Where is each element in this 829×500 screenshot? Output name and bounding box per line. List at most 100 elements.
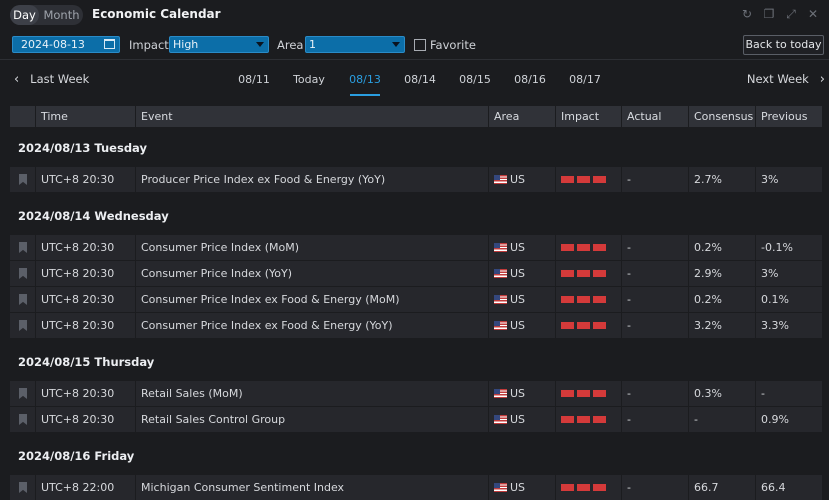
area-text: US bbox=[510, 293, 526, 306]
area-cell: US bbox=[488, 407, 555, 432]
table-row[interactable]: UTC+8 20:30 Consumer Price Index ex Food … bbox=[10, 287, 822, 312]
window-controls: ↻ ❐ ⤢ ✕ bbox=[739, 6, 821, 22]
impact-select-value: High bbox=[173, 38, 199, 51]
next-week-button[interactable]: Next Week › bbox=[747, 72, 825, 87]
week-navigation: ‹ Last Week 08/11 Today 08/13 08/14 08/1… bbox=[0, 61, 829, 97]
bookmark-icon[interactable] bbox=[19, 320, 27, 331]
area-cell: US bbox=[488, 381, 555, 406]
next-week-label: Next Week bbox=[746, 72, 809, 86]
table-row[interactable]: UTC+8 20:30 Retail Sales (MoM) US -0.3% - bbox=[10, 381, 822, 406]
us-flag-icon bbox=[494, 269, 507, 278]
impact-bars-icon bbox=[561, 176, 606, 183]
area-text: US bbox=[510, 387, 526, 400]
date-group-header: 2024/08/14 Wednesday bbox=[10, 195, 822, 233]
time-cell: UTC+8 20:30 bbox=[35, 381, 135, 406]
title-bar: Day Month Economic Calendar ↻ ❐ ⤢ ✕ bbox=[0, 0, 829, 31]
active-tab-underline bbox=[350, 94, 380, 96]
app-title: Economic Calendar bbox=[92, 7, 221, 21]
previous-cell: 3% bbox=[755, 167, 822, 192]
time-cell: UTC+8 22:00 bbox=[35, 475, 135, 500]
previous-cell: 3.3% bbox=[755, 313, 822, 338]
area-text: US bbox=[510, 413, 526, 426]
table-row[interactable]: UTC+8 20:30 Consumer Price Index ex Food … bbox=[10, 313, 822, 338]
column-header-actual: Actual bbox=[621, 106, 688, 127]
area-cell: US bbox=[488, 261, 555, 286]
column-header-previous: Previous bbox=[755, 106, 822, 127]
bookmark-icon[interactable] bbox=[19, 482, 27, 493]
chevron-down-icon bbox=[256, 42, 264, 47]
consensus-cell: 2.7% bbox=[688, 167, 755, 192]
table-row[interactable]: UTC+8 20:30 Retail Sales Control Group US -… bbox=[10, 407, 822, 432]
bookmark-cell bbox=[10, 313, 35, 338]
bookmark-icon[interactable] bbox=[19, 414, 27, 425]
impact-cell bbox=[555, 475, 621, 500]
date-group-header: 2024/08/15 Thursday bbox=[10, 341, 822, 379]
day-tab-active[interactable]: 08/13 bbox=[343, 73, 387, 96]
date-group-label: 2024/08/16 Friday bbox=[18, 449, 135, 463]
day-tab[interactable]: 08/15 bbox=[459, 73, 491, 86]
consensus-cell: 2.9% bbox=[688, 261, 755, 286]
impact-bars-icon bbox=[561, 296, 606, 303]
restore-icon[interactable]: ❐ bbox=[763, 7, 775, 21]
chevron-left-icon: ‹ bbox=[14, 72, 20, 87]
date-picker[interactable]: 2024-08-13 bbox=[12, 36, 120, 53]
day-tab[interactable]: 08/14 bbox=[404, 73, 436, 86]
area-text: US bbox=[510, 173, 526, 186]
table-row[interactable]: UTC+8 20:30 Producer Price Index ex Food … bbox=[10, 167, 822, 192]
last-week-button[interactable]: ‹ Last Week bbox=[14, 72, 89, 87]
month-mode-button[interactable]: Month bbox=[43, 8, 80, 22]
close-icon[interactable]: ✕ bbox=[807, 7, 819, 21]
area-text: US bbox=[510, 481, 526, 494]
divider bbox=[0, 59, 829, 60]
bookmark-icon[interactable] bbox=[19, 294, 27, 305]
table-row[interactable]: UTC+8 20:30 Consumer Price Index (YoY) US -… bbox=[10, 261, 822, 286]
actual-cell: - bbox=[621, 287, 688, 312]
time-cell: UTC+8 20:30 bbox=[35, 167, 135, 192]
bookmark-icon[interactable] bbox=[19, 268, 27, 279]
table-row[interactable]: UTC+8 20:30 Consumer Price Index (MoM) US -… bbox=[10, 235, 822, 260]
favorite-checkbox[interactable] bbox=[414, 39, 426, 51]
area-cell: US bbox=[488, 235, 555, 260]
us-flag-icon bbox=[494, 389, 507, 398]
impact-cell bbox=[555, 313, 621, 338]
column-header-impact: Impact bbox=[555, 106, 621, 127]
back-to-today-button[interactable]: Back to today bbox=[743, 35, 824, 55]
us-flag-icon bbox=[494, 321, 507, 330]
bookmark-icon[interactable] bbox=[19, 388, 27, 399]
area-text: US bbox=[510, 241, 526, 254]
chevron-right-icon: › bbox=[819, 72, 825, 87]
bookmark-cell bbox=[10, 381, 35, 406]
impact-select[interactable]: High bbox=[169, 36, 269, 53]
time-cell: UTC+8 20:30 bbox=[35, 407, 135, 432]
consensus-cell: 0.2% bbox=[688, 287, 755, 312]
column-header-area: Area bbox=[488, 106, 555, 127]
impact-bars-icon bbox=[561, 322, 606, 329]
consensus-cell: 0.2% bbox=[688, 235, 755, 260]
refresh-icon[interactable]: ↻ bbox=[741, 7, 753, 21]
day-tab-today[interactable]: Today bbox=[293, 73, 325, 86]
expand-icon[interactable]: ⤢ bbox=[786, 7, 796, 21]
us-flag-icon bbox=[494, 415, 507, 424]
bookmark-icon[interactable] bbox=[19, 174, 27, 185]
event-cell: Michigan Consumer Sentiment Index bbox=[135, 475, 488, 500]
view-mode-toggle: Day Month bbox=[10, 5, 83, 25]
day-tab[interactable]: 08/11 bbox=[238, 73, 270, 86]
previous-cell: 3% bbox=[755, 261, 822, 286]
area-label: Area bbox=[277, 38, 304, 52]
day-tab[interactable]: 08/17 bbox=[569, 73, 601, 86]
column-header-event: Event bbox=[135, 106, 488, 127]
day-mode-button[interactable]: Day bbox=[10, 5, 39, 25]
consensus-cell: 3.2% bbox=[688, 313, 755, 338]
calendar-icon[interactable] bbox=[104, 39, 115, 49]
previous-cell: 66.4 bbox=[755, 475, 822, 500]
impact-bars-icon bbox=[561, 416, 606, 423]
us-flag-icon bbox=[494, 175, 507, 184]
bookmark-cell bbox=[10, 407, 35, 432]
date-group-header: 2024/08/13 Tuesday bbox=[10, 127, 822, 165]
table-header: Time Event Area Impact Actual Consensus … bbox=[10, 106, 822, 127]
bookmark-icon[interactable] bbox=[19, 242, 27, 253]
day-tab[interactable]: 08/16 bbox=[514, 73, 546, 86]
area-select[interactable]: 1 bbox=[305, 36, 405, 53]
actual-cell: - bbox=[621, 407, 688, 432]
table-row[interactable]: UTC+8 22:00 Michigan Consumer Sentiment I… bbox=[10, 475, 822, 500]
